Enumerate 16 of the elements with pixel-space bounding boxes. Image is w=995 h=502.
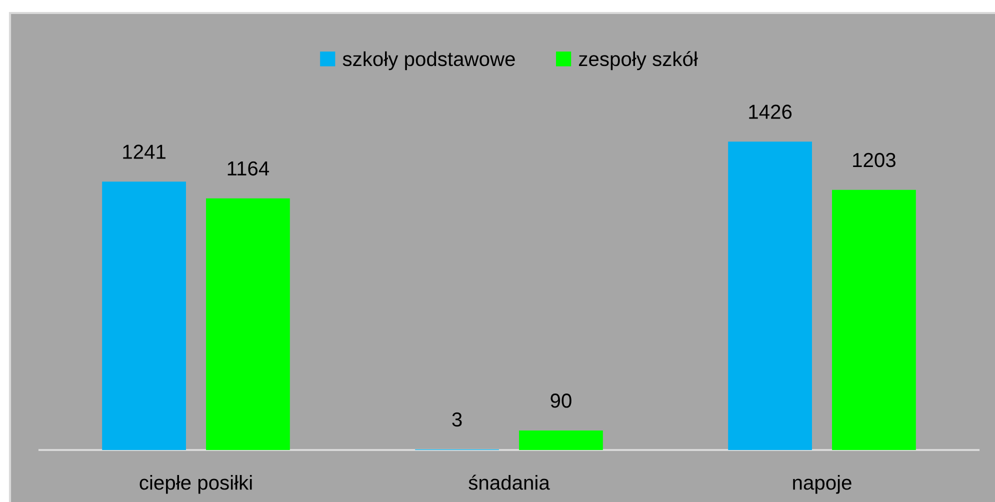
legend-label: zespoły szkół: [578, 51, 698, 70]
bar: [102, 182, 186, 450]
bar: [832, 190, 916, 450]
bar: [206, 198, 290, 450]
data-label: 1241: [123, 144, 166, 159]
x-tick-label: śnadania: [468, 474, 550, 490]
legend-label: szkoły podstawowe: [342, 51, 515, 70]
data-label: 3: [452, 412, 462, 427]
bar: [519, 430, 603, 450]
data-label: 1164: [228, 161, 270, 176]
data-label: 1426: [749, 104, 792, 119]
data-label: 90: [550, 394, 572, 408]
x-tick-label: napoje: [793, 475, 852, 494]
x-tick-label: ciepłe posiłki: [140, 475, 252, 494]
bar: [728, 142, 812, 450]
data-label: 1203: [853, 152, 896, 168]
